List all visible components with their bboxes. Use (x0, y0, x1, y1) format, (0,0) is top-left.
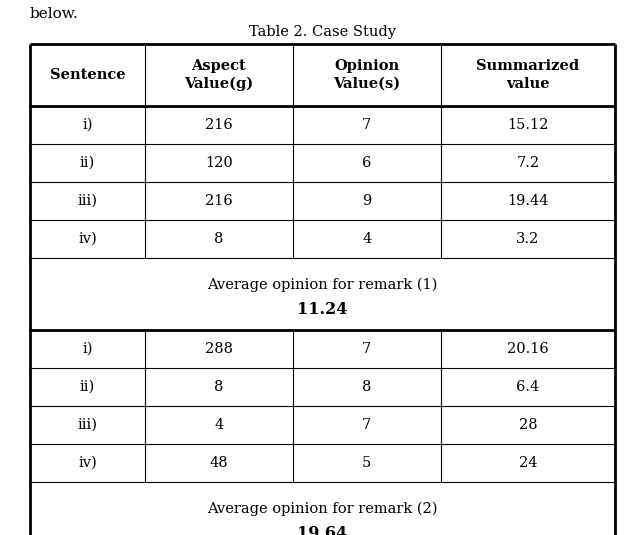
Text: 120: 120 (205, 156, 233, 170)
Text: 216: 216 (205, 118, 233, 132)
Text: iv): iv) (78, 232, 97, 246)
Text: 9: 9 (362, 194, 371, 208)
Text: ii): ii) (80, 380, 95, 394)
Text: 15.12: 15.12 (508, 118, 548, 132)
Text: 6: 6 (362, 156, 372, 170)
Text: 7.2: 7.2 (516, 156, 540, 170)
Text: 28: 28 (518, 418, 537, 432)
Text: Opinion
Value(s): Opinion Value(s) (333, 59, 401, 90)
Text: Aspect
Value(g): Aspect Value(g) (184, 59, 253, 91)
Text: 7: 7 (362, 118, 371, 132)
Text: 8: 8 (362, 380, 372, 394)
Text: Sentence: Sentence (50, 68, 125, 82)
Text: 11.24: 11.24 (298, 301, 348, 318)
Text: Average opinion for remark (2): Average opinion for remark (2) (207, 501, 438, 516)
Text: Average opinion for remark (1): Average opinion for remark (1) (207, 278, 438, 292)
Text: 7: 7 (362, 342, 371, 356)
Text: Table 2. Case Study: Table 2. Case Study (249, 25, 396, 39)
Text: 5: 5 (362, 456, 371, 470)
Text: below.: below. (30, 7, 79, 21)
Text: 6.4: 6.4 (516, 380, 540, 394)
Text: 8: 8 (214, 380, 223, 394)
Text: 19.64: 19.64 (298, 525, 348, 535)
Text: iv): iv) (78, 456, 97, 470)
Text: 216: 216 (205, 194, 233, 208)
Text: 3.2: 3.2 (516, 232, 540, 246)
Text: 4: 4 (362, 232, 371, 246)
Text: 48: 48 (210, 456, 228, 470)
Text: 288: 288 (205, 342, 233, 356)
Text: Summarized
value: Summarized value (476, 59, 579, 90)
Text: ii): ii) (80, 156, 95, 170)
Text: 8: 8 (214, 232, 223, 246)
Text: 20.16: 20.16 (507, 342, 548, 356)
Text: 19.44: 19.44 (507, 194, 548, 208)
Text: i): i) (83, 342, 93, 356)
Text: iii): iii) (77, 418, 97, 432)
Text: i): i) (83, 118, 93, 132)
Text: 24: 24 (518, 456, 537, 470)
Text: iii): iii) (77, 194, 97, 208)
Text: 4: 4 (214, 418, 223, 432)
Text: 7: 7 (362, 418, 371, 432)
